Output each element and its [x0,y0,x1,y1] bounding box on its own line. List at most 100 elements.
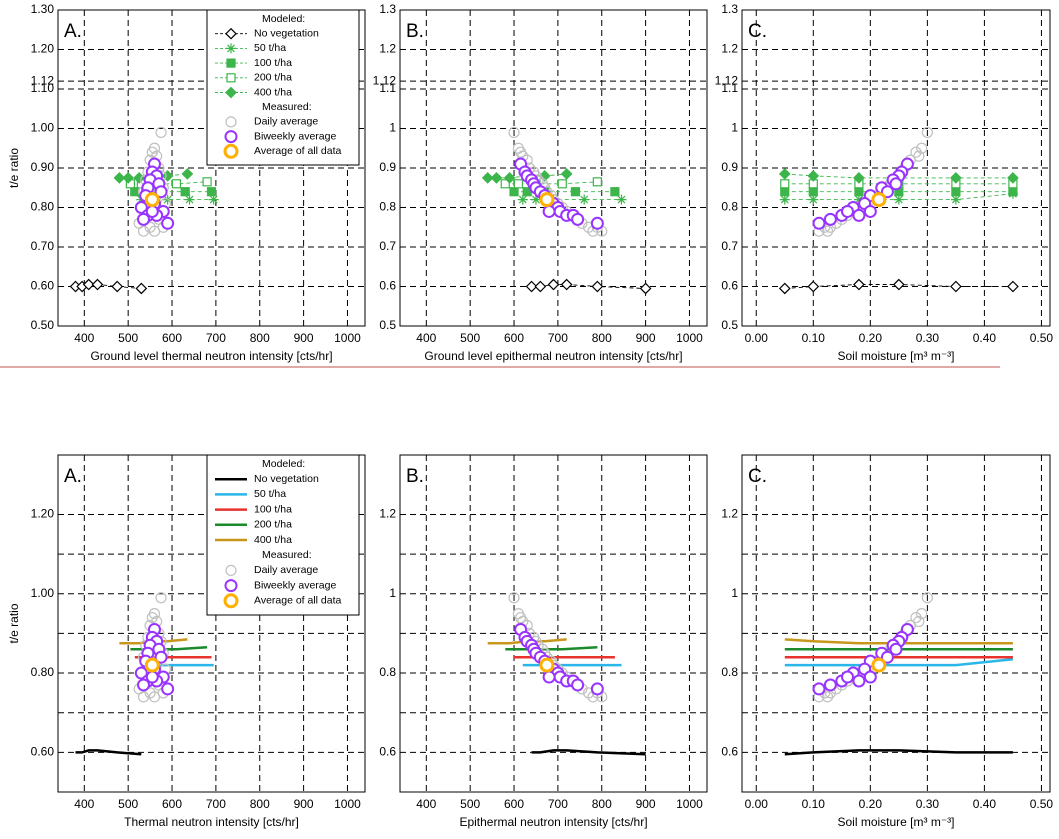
y-tick-label: 0.8 [721,200,738,214]
data-point [509,187,519,197]
legend-label: No vegetation [254,27,319,39]
data-point [1008,187,1018,197]
y-tick-label: 1.3 [721,2,738,16]
data-point [590,216,604,230]
legend-marker [226,43,236,54]
y-tick-label: 1 [731,121,738,135]
x-tick-label: 500 [118,797,138,811]
data-point [854,187,864,197]
data-point [893,278,905,291]
x-tick-label: 800 [250,331,270,345]
plot-frame [399,454,708,793]
y-tick-label: 0.80 [31,665,55,679]
x-tick-label: 900 [294,797,314,811]
x-tick-label: 0.50 [1030,797,1054,811]
x-axis-label: Soil moisture [m³ m⁻³] [837,815,954,829]
legend-marker [226,58,236,68]
data-point [530,194,541,205]
data-point [500,179,510,189]
x-tick-label: 0.50 [1030,331,1054,345]
x-tick-label: 0.10 [802,331,826,345]
y-tick-label: 0.7 [379,239,396,253]
legend-label: Average of all data [254,145,342,157]
data-point [137,678,151,692]
y-tick-label: 0.9 [379,160,396,174]
legend-label: Biweekly average [254,130,336,142]
y-tick-label: 1.2 [379,507,396,521]
x-axis-label: Epithermal neutron intensity [cts/hr] [459,815,647,829]
y-tick-label: 1.20 [31,42,55,56]
data-point [639,282,652,295]
x-tick-label: 0.40 [973,797,997,811]
data-point [82,278,95,291]
data-point [137,691,150,703]
data-point [616,194,627,205]
data-point [571,678,585,692]
data-point [780,187,790,197]
y-tick-label: 0.6 [721,279,738,293]
series-line [784,749,1013,756]
data-point [852,674,866,688]
x-tick-label: 600 [162,331,182,345]
data-point [148,225,161,237]
series-line [487,638,567,645]
y-tick-label: 0.6 [379,745,396,759]
data-point [807,170,820,182]
data-point [135,282,148,295]
data-point [808,194,819,205]
data-point [171,179,182,189]
y-tick-label: 0.80 [31,200,55,214]
y-tick-label: 1.30 [31,2,55,16]
y-tick-label: 0.8 [379,665,396,679]
data-point [841,670,855,684]
plot-area [742,455,1050,792]
legend-label: 400 t/ha [254,534,292,546]
data-point [950,172,962,184]
x-tick-label: 800 [250,797,270,811]
y-tick-label: 0.9 [721,160,738,174]
legend-heading: Modeled: [262,458,305,470]
data-point [590,682,604,696]
legend-marker [225,564,237,577]
data-point [893,194,904,205]
y-tick-label: 1.2 [379,42,396,56]
data-point [155,126,167,139]
data-point [852,208,866,222]
legend-marker [224,130,238,144]
data-point [808,187,818,197]
data-point [871,657,887,673]
y-tick-label: 1.2 [721,42,738,56]
data-point [111,280,124,293]
y-tick-label: 1 [731,586,738,600]
x-tick-label: 0.10 [802,797,826,811]
data-point [812,216,826,230]
legend-marker [226,73,236,83]
data-point [539,192,555,208]
x-tick-label: 400 [74,797,94,811]
y-tick-label: 0.60 [31,745,55,759]
legend-label: 50 t/ha [254,42,286,54]
legend-label: Daily average [254,564,318,576]
y-tick-label: 0.8 [721,665,738,679]
data-point [921,592,933,604]
data-point [542,204,556,218]
series-line [75,749,142,756]
legend-marker [225,116,237,128]
data-point [508,592,520,604]
data-point [571,212,585,226]
x-tick-label: 500 [118,331,138,345]
data-point [1007,172,1019,184]
x-tick-label: 800 [592,331,612,345]
x-tick-label: 500 [460,331,480,345]
x-tick-label: 0.00 [745,797,769,811]
data-point [841,204,855,218]
data-point [1007,280,1019,293]
data-point [534,280,547,293]
data-point [91,278,104,291]
data-point [122,172,135,184]
data-point [161,216,175,230]
data-point [778,282,791,295]
data-point [539,657,555,673]
data-point [871,192,887,208]
x-tick-label: 1000 [334,797,361,811]
